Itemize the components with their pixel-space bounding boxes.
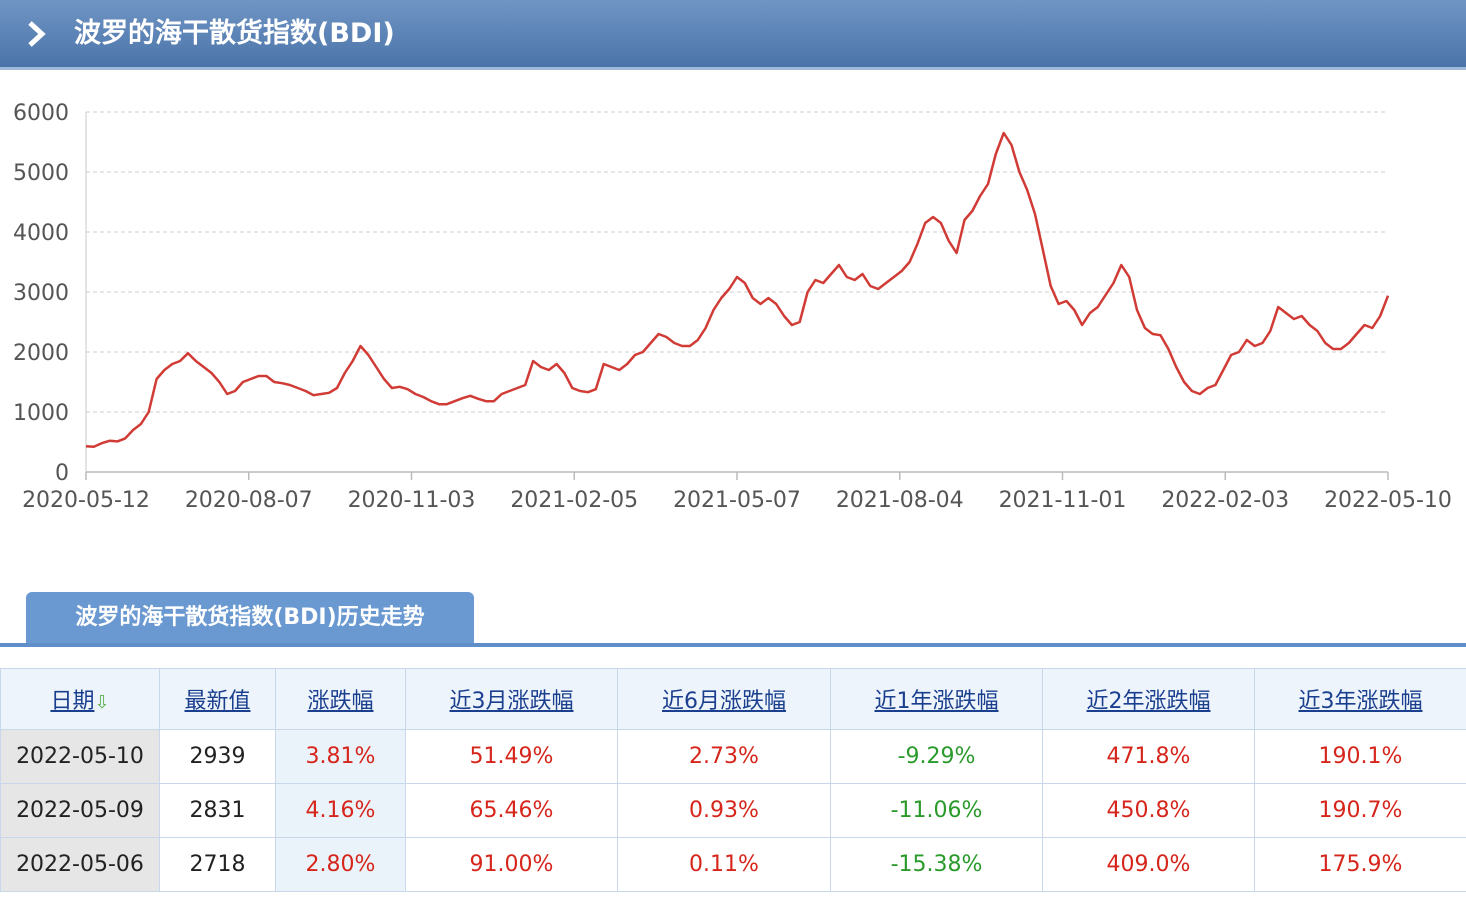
cell-3m: 51.49% xyxy=(405,729,618,784)
page-header: 波罗的海干散货指数(BDI) xyxy=(0,0,1466,70)
col-header-value[interactable]: 最新值 xyxy=(159,668,276,730)
table-header-row: 日期⇩ 最新值 涨跌幅 近3月涨跌幅 近6月涨跌幅 近1年涨跌幅 近2年涨跌幅 … xyxy=(0,668,1466,730)
col-header-change[interactable]: 涨跌幅 xyxy=(275,668,406,730)
col-header-date[interactable]: 日期⇩ xyxy=(0,668,160,730)
col-header-6m[interactable]: 近6月涨跌幅 xyxy=(617,668,831,730)
y-tick-label: 1000 xyxy=(13,401,69,426)
sort-down-icon[interactable]: ⇩ xyxy=(94,692,110,713)
cell-date: 2022-05-10 xyxy=(0,729,160,784)
history-table: 日期⇩ 最新值 涨跌幅 近3月涨跌幅 近6月涨跌幅 近1年涨跌幅 近2年涨跌幅 … xyxy=(0,668,1466,892)
cell-6m: 0.93% xyxy=(617,783,831,838)
y-tick-label: 2000 xyxy=(13,341,69,366)
col-header-1y[interactable]: 近1年涨跌幅 xyxy=(830,668,1043,730)
cell-change: 2.80% xyxy=(275,837,406,892)
cell-3m: 91.00% xyxy=(405,837,618,892)
x-tick-label: 2022-02-03 xyxy=(1161,488,1289,513)
x-tick-label: 2021-11-01 xyxy=(999,488,1127,513)
y-tick-label: 4000 xyxy=(13,221,69,246)
cell-value: 2939 xyxy=(159,729,276,784)
x-tick-label: 2021-08-04 xyxy=(836,488,964,513)
cell-3m: 65.46% xyxy=(405,783,618,838)
cell-2y: 471.8% xyxy=(1042,729,1255,784)
y-tick-label: 0 xyxy=(55,461,69,486)
cell-date: 2022-05-06 xyxy=(0,837,160,892)
y-tick-label: 5000 xyxy=(13,161,69,186)
cell-6m: 0.11% xyxy=(617,837,831,892)
cell-change: 4.16% xyxy=(275,783,406,838)
cell-2y: 409.0% xyxy=(1042,837,1255,892)
x-tick-label: 2020-05-12 xyxy=(22,488,150,513)
x-axis-ticks: 2020-05-12 2020-08-07 2020-11-03 2021-02-05… xyxy=(22,472,1452,513)
col-header-3y[interactable]: 近3年涨跌幅 xyxy=(1254,668,1466,730)
cell-date: 2022-05-09 xyxy=(0,783,160,838)
cell-value: 2831 xyxy=(159,783,276,838)
cell-1y: -11.06% xyxy=(830,783,1043,838)
page-title: 波罗的海干散货指数(BDI) xyxy=(74,18,395,49)
x-tick-label: 2021-02-05 xyxy=(510,488,638,513)
cell-2y: 450.8% xyxy=(1042,783,1255,838)
col-header-3m[interactable]: 近3月涨跌幅 xyxy=(405,668,618,730)
table-row: 2022-05-06 2718 2.80% 91.00% 0.11% -15.3… xyxy=(0,837,1466,892)
cell-3y: 175.9% xyxy=(1254,837,1466,892)
chart-grid xyxy=(85,111,1388,473)
table-row: 2022-05-09 2831 4.16% 65.46% 0.93% -11.0… xyxy=(0,783,1466,838)
cell-6m: 2.73% xyxy=(617,729,831,784)
cell-value: 2718 xyxy=(159,837,276,892)
x-tick-label: 2020-11-03 xyxy=(348,488,476,513)
x-tick-label: 2021-05-07 xyxy=(673,488,801,513)
cell-3y: 190.7% xyxy=(1254,783,1466,838)
bdi-series-line xyxy=(85,131,1390,449)
chevron-right-icon[interactable] xyxy=(26,20,48,48)
y-tick-label: 3000 xyxy=(13,281,69,306)
y-tick-label: 6000 xyxy=(13,101,69,126)
y-axis-ticks: 0 1000 2000 3000 4000 5000 6000 xyxy=(13,101,69,486)
table-row: 2022-05-10 2939 3.81% 51.49% 2.73% -9.29… xyxy=(0,729,1466,784)
col-header-2y[interactable]: 近2年涨跌幅 xyxy=(1042,668,1255,730)
x-tick-label: 2020-08-07 xyxy=(185,488,313,513)
cell-1y: -9.29% xyxy=(830,729,1043,784)
cell-1y: -15.38% xyxy=(830,837,1043,892)
cell-3y: 190.1% xyxy=(1254,729,1466,784)
cell-change: 3.81% xyxy=(275,729,406,784)
tab-underline xyxy=(0,643,1466,647)
tab-history-trend[interactable]: 波罗的海干散货指数(BDI)历史走势 xyxy=(26,592,474,644)
x-tick-label: 2022-05-10 xyxy=(1324,488,1452,513)
